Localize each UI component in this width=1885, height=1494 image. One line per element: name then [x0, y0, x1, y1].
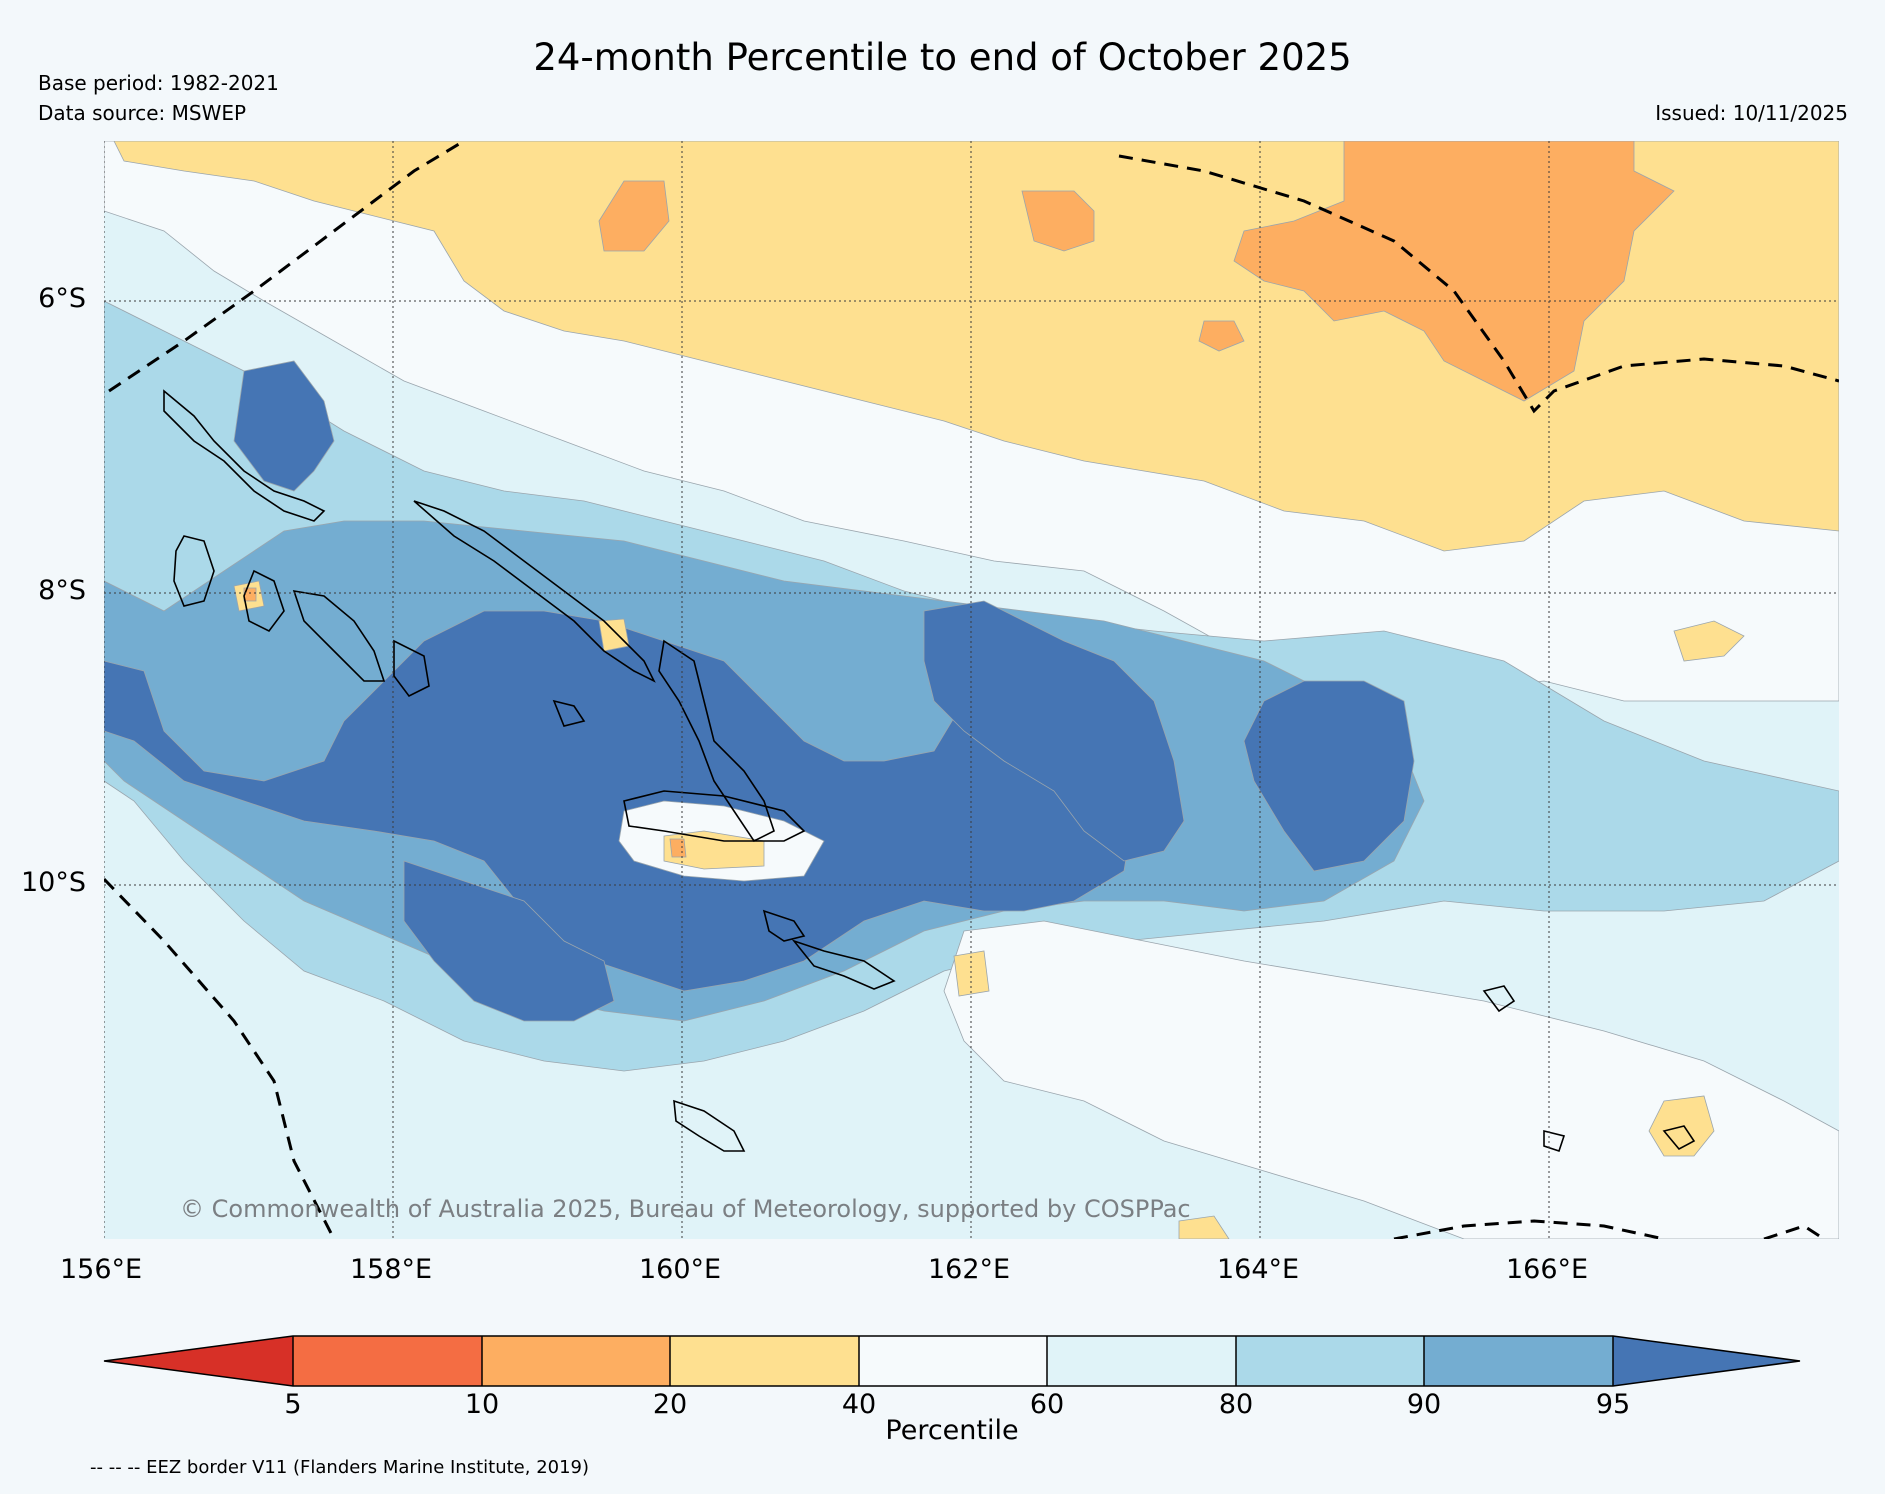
- region-20-40-spot-center: [598, 618, 630, 652]
- chart-title: 24-month Percentile to end of October 20…: [533, 36, 1352, 79]
- percentile-map: [104, 141, 1839, 1239]
- region-above-95-far-east: [1243, 680, 1415, 872]
- region-20-40-spot-east: [1673, 620, 1745, 662]
- eez-footnote: -- -- -- EEZ border V11 (Flanders Marine…: [90, 1457, 590, 1478]
- region-40-60-southeast: [943, 920, 1839, 1239]
- lat-label-8s: 8°S: [38, 575, 86, 606]
- colorbar-segment-10-20: [482, 1336, 670, 1386]
- colorbar-segment-60-80: [1047, 1336, 1236, 1386]
- lon-label-158e: 158°E: [350, 1254, 433, 1285]
- colorbar-label: Percentile: [885, 1415, 1019, 1446]
- region-10-20-north-west: [598, 180, 670, 252]
- region-10-20-small: [1198, 320, 1245, 352]
- base-period: Base period: 1982-2021: [38, 71, 279, 95]
- lon-label-160e: 160°E: [639, 1254, 722, 1285]
- lon-label-164e: 164°E: [1217, 1254, 1300, 1285]
- colorbar-segment-80-90: [1236, 1336, 1424, 1386]
- region-10-20-northeast: [1233, 141, 1675, 402]
- eez-border: [104, 141, 1839, 1239]
- region-above-95-northwest: [233, 360, 335, 492]
- lon-label-156e: 156°E: [60, 1254, 143, 1285]
- colorbar-segment-40-60: [859, 1336, 1047, 1386]
- colorbar-segment-below-5: [104, 1336, 293, 1386]
- colorbar-segment-above-95: [1613, 1336, 1800, 1386]
- lat-label-6s: 6°S: [38, 283, 86, 314]
- lon-label-166e: 166°E: [1506, 1254, 1589, 1285]
- issued-date: Issued: 10/11/2025: [1655, 101, 1848, 125]
- copyright-notice: © Commonwealth of Australia 2025, Bureau…: [180, 1195, 1191, 1223]
- region-10-20-island-center: [669, 838, 687, 858]
- colorbar-segment-90-95: [1424, 1336, 1613, 1386]
- region-10-20-north-mid: [1021, 190, 1095, 252]
- lon-label-162e: 162°E: [928, 1254, 1011, 1285]
- region-above-95-south: [403, 860, 615, 1022]
- lat-label-10s: 10°S: [21, 867, 86, 898]
- colorbar-segment-5-10: [293, 1336, 482, 1386]
- data-source: Data source: MSWEP: [38, 101, 247, 125]
- region-above-95-east: [923, 600, 1185, 862]
- colorbar-segment-20-40: [670, 1336, 859, 1386]
- graticule: [104, 141, 1839, 1239]
- region-20-40-spot-south: [953, 950, 990, 997]
- region-20-40-spot-south-edge: [1178, 1215, 1230, 1239]
